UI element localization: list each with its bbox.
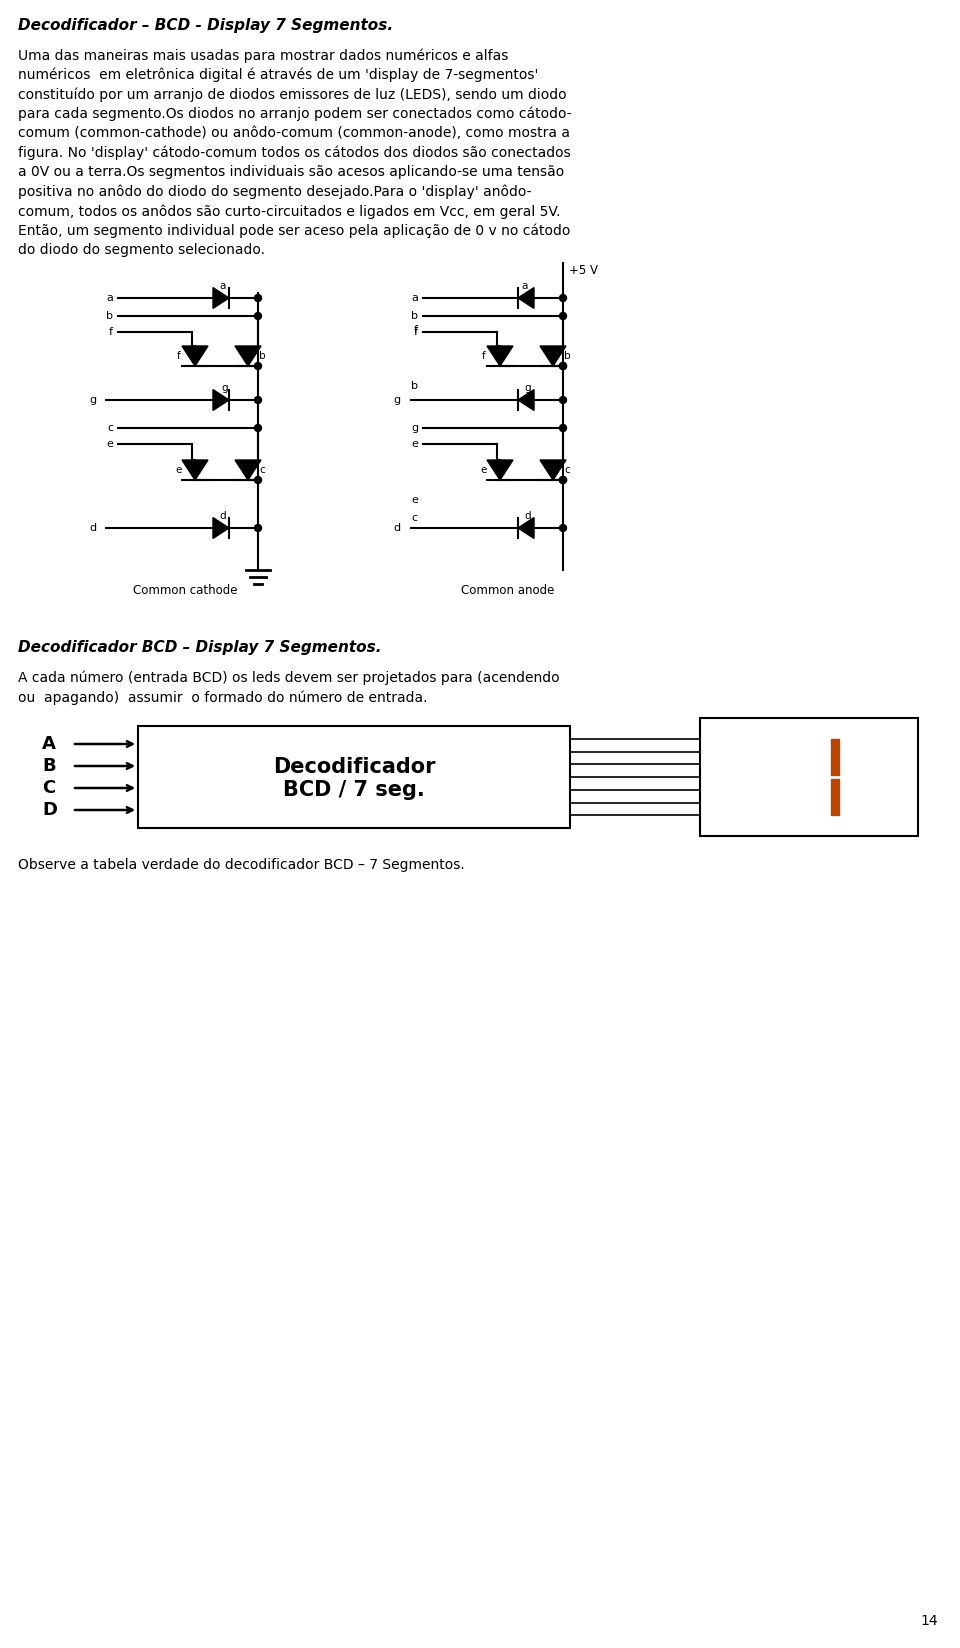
Circle shape [254, 425, 261, 432]
Text: c: c [259, 465, 265, 475]
Text: B: B [42, 756, 56, 775]
Text: b: b [564, 351, 570, 361]
Text: e: e [176, 465, 182, 475]
Circle shape [560, 476, 566, 483]
Text: BCD / 7 seg.: BCD / 7 seg. [283, 780, 425, 799]
Text: Decodificador – BCD - Display 7 Segmentos.: Decodificador – BCD - Display 7 Segmento… [18, 18, 394, 33]
Text: e: e [107, 438, 113, 448]
Text: a: a [107, 293, 113, 303]
Polygon shape [518, 517, 534, 539]
Text: a: a [522, 282, 528, 292]
Text: ou  apagando)  assumir  o formado do número de entrada.: ou apagando) assumir o formado do número… [18, 691, 427, 704]
Text: g: g [222, 382, 228, 392]
Polygon shape [213, 517, 229, 539]
Text: constituído por um arranjo de diodos emissores de luz (LEDS), sendo um diodo: constituído por um arranjo de diodos emi… [18, 87, 566, 102]
Text: Common anode: Common anode [462, 583, 555, 597]
Text: D: D [42, 801, 57, 819]
Circle shape [254, 363, 261, 369]
Text: f: f [109, 326, 113, 336]
Text: numéricos  em eletrônica digital é através de um 'display de 7-segmentos': numéricos em eletrônica digital é atravé… [18, 68, 539, 82]
Polygon shape [518, 288, 534, 308]
Text: c: c [107, 424, 113, 433]
Polygon shape [182, 346, 208, 366]
Text: a: a [220, 282, 227, 292]
Circle shape [560, 524, 566, 532]
Text: C: C [42, 780, 56, 798]
Text: positiva no anôdo do diodo do segmento desejado.Para o 'display' anôdo-: positiva no anôdo do diodo do segmento d… [18, 185, 532, 199]
Bar [831, 738, 839, 775]
Polygon shape [213, 389, 229, 410]
Text: g: g [89, 396, 96, 405]
Text: +5 V: +5 V [569, 264, 598, 277]
Polygon shape [235, 460, 261, 480]
Text: A cada número (entrada BCD) os leds devem ser projetados para (acendendo: A cada número (entrada BCD) os leds deve… [18, 671, 560, 684]
Text: 14: 14 [921, 1613, 938, 1628]
Circle shape [560, 313, 566, 320]
Polygon shape [235, 346, 261, 366]
Polygon shape [518, 389, 534, 410]
Text: e: e [411, 438, 418, 448]
Text: A: A [42, 735, 56, 753]
Text: do diodo do segmento selecionado.: do diodo do segmento selecionado. [18, 242, 265, 257]
Text: Decodificador BCD – Display 7 Segmentos.: Decodificador BCD – Display 7 Segmentos. [18, 639, 381, 654]
Text: comum, todos os anôdos são curto-circuitados e ligados em Vcc, em geral 5V.: comum, todos os anôdos são curto-circuit… [18, 204, 561, 219]
Text: para cada segmento.Os diodos no arranjo podem ser conectados como cátodo-: para cada segmento.Os diodos no arranjo … [18, 107, 571, 120]
Text: comum (common-cathode) ou anôdo-comum (common-anode), como mostra a: comum (common-cathode) ou anôdo-comum (c… [18, 125, 570, 140]
Circle shape [560, 363, 566, 369]
Text: c: c [564, 465, 570, 475]
Text: f: f [178, 351, 180, 361]
Text: e: e [411, 494, 418, 504]
Circle shape [560, 425, 566, 432]
Text: g: g [394, 396, 401, 405]
Text: e: e [481, 465, 487, 475]
Text: a 0V ou a terra.Os segmentos individuais são acesos aplicando-se uma tensão: a 0V ou a terra.Os segmentos individuais… [18, 165, 564, 180]
Circle shape [560, 363, 566, 369]
Text: Decodificador: Decodificador [273, 756, 435, 776]
Text: b: b [411, 311, 418, 321]
Text: b: b [258, 351, 265, 361]
Bar [831, 780, 839, 816]
Bar [138, 727, 570, 827]
Text: d: d [89, 522, 96, 532]
Polygon shape [487, 346, 513, 366]
Text: Então, um segmento individual pode ser aceso pela aplicação de 0 v no cátodo: Então, um segmento individual pode ser a… [18, 224, 570, 237]
Polygon shape [540, 460, 566, 480]
Polygon shape [182, 460, 208, 480]
Circle shape [254, 313, 261, 320]
Polygon shape [487, 460, 513, 480]
Bar [700, 719, 918, 836]
Text: Common cathode: Common cathode [132, 583, 237, 597]
Text: g: g [525, 382, 531, 392]
Text: d: d [220, 511, 227, 521]
Circle shape [560, 397, 566, 404]
Text: d: d [525, 511, 531, 521]
Text: f: f [414, 325, 418, 335]
Circle shape [560, 476, 566, 483]
Text: b: b [411, 381, 418, 391]
Circle shape [254, 524, 261, 532]
Text: b: b [106, 311, 113, 321]
Polygon shape [540, 346, 566, 366]
Circle shape [254, 295, 261, 302]
Text: figura. No 'display' cátodo-comum todos os cátodos dos diodos são conectados: figura. No 'display' cátodo-comum todos … [18, 145, 571, 160]
Circle shape [254, 476, 261, 483]
Text: Observe a tabela verdade do decodificador BCD – 7 Segmentos.: Observe a tabela verdade do decodificado… [18, 859, 465, 872]
Text: g: g [411, 424, 418, 433]
Polygon shape [213, 288, 229, 308]
Text: c: c [412, 513, 418, 522]
Text: a: a [411, 293, 418, 303]
Text: f: f [414, 326, 418, 336]
Text: Uma das maneiras mais usadas para mostrar dados numéricos e alfas: Uma das maneiras mais usadas para mostra… [18, 48, 509, 63]
Text: f: f [482, 351, 486, 361]
Text: d: d [394, 522, 401, 532]
Circle shape [254, 397, 261, 404]
Circle shape [560, 295, 566, 302]
